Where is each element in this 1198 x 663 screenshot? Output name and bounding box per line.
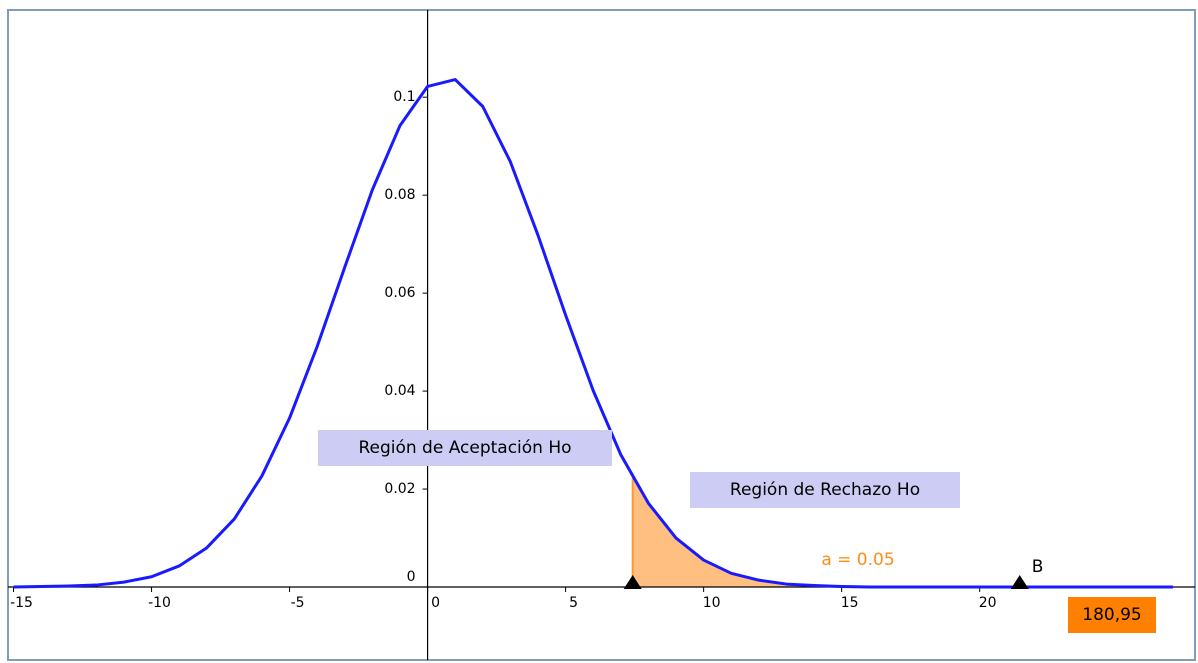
y-tick-label: 0.02: [384, 481, 415, 497]
value-box-text: 180,95: [1082, 605, 1141, 625]
point-marker: [1010, 575, 1029, 590]
x-tick-label: 10: [703, 595, 721, 611]
plot: -15 -10 -5 0 5 10 15 20 0 0.02 0.04 0.06 0.08 0.1 B: [8, 10, 1195, 660]
point-marker: [623, 575, 642, 590]
acceptance-label: Región de Aceptación Ho: [358, 438, 571, 458]
x-tick-label: -5: [291, 595, 305, 611]
x-tick-label: 5: [569, 595, 578, 611]
x-tick-label: 20: [979, 595, 997, 611]
alpha-label: a = 0.05: [821, 550, 894, 570]
density-curve: [13, 78, 1173, 589]
point-label: B: [1032, 557, 1044, 577]
value-box: [1068, 597, 1156, 633]
y-tick-label: 0.06: [384, 285, 415, 301]
x-tick-label: -15: [10, 595, 33, 611]
x-tick-label: 15: [841, 595, 859, 611]
label-box: [318, 430, 612, 466]
x-tick-label: 0: [431, 595, 440, 611]
frame: [7, 9, 1196, 661]
y-tick-label: 0.08: [384, 187, 415, 203]
label-box: [690, 472, 960, 508]
x-tick-label: -10: [148, 595, 171, 611]
y-tick-label: 0.04: [384, 383, 415, 399]
y-tick-label: 0.1: [393, 89, 415, 105]
y-tick-label: 0: [407, 569, 416, 585]
rejection-label: Región de Rechazo Ho: [730, 480, 920, 500]
rejection-area: [632, 475, 1173, 588]
